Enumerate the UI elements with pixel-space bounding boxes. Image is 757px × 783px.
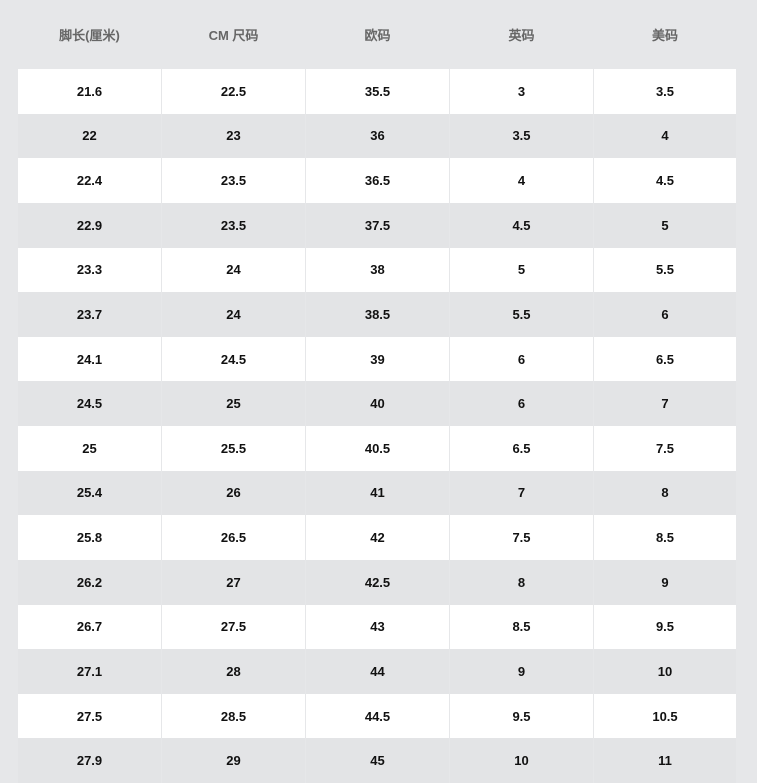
- table-cell: 8: [450, 559, 593, 605]
- table-cell: 36.5: [306, 158, 449, 203]
- table-cell: 4: [450, 158, 593, 203]
- table-cell: 6.5: [450, 426, 593, 471]
- table-cell: 22.5: [162, 69, 305, 114]
- table-cell: 4.5: [594, 158, 736, 203]
- table-cell: 6: [594, 292, 736, 337]
- header-cell: CM 尺码: [208, 27, 259, 43]
- table-cell: 5.5: [594, 247, 736, 293]
- table-cell: 8.5: [594, 515, 736, 560]
- table-cell: 27.5: [18, 693, 161, 739]
- table-cell: 28.5: [162, 693, 305, 739]
- table-cell: 9: [450, 649, 593, 694]
- table-cell: 23.5: [162, 158, 305, 203]
- table-cell: 23: [162, 113, 305, 159]
- table-cell: 45: [306, 738, 449, 783]
- table-cell: 23.3: [18, 247, 161, 293]
- table-cell: 27.1: [18, 649, 161, 694]
- header-cell: 美码: [651, 27, 678, 43]
- table-cell: 24.1: [18, 336, 161, 382]
- table-cell: 38.5: [306, 292, 449, 337]
- table-cell: 40: [306, 381, 449, 426]
- table-cell: 3: [450, 69, 593, 114]
- table-cell: 3.5: [594, 69, 736, 114]
- table-cell: 7: [450, 470, 593, 516]
- table-cell: 21.6: [18, 69, 161, 114]
- table-cell: 35.5: [306, 69, 449, 114]
- table-cell: 23.7: [18, 292, 161, 337]
- table-cell: 9.5: [594, 604, 736, 650]
- table-cell: 9.5: [450, 693, 593, 739]
- table-cell: 41: [306, 470, 449, 516]
- table-cell: 36: [306, 113, 449, 159]
- table-cell: 37.5: [306, 202, 449, 248]
- table-cell: 9: [594, 559, 736, 605]
- table-cell: 24: [162, 247, 305, 293]
- table-cell: 11: [594, 738, 736, 783]
- header-cell: 英码: [508, 27, 535, 43]
- table-cell: 7.5: [594, 426, 736, 471]
- table-cell: 4: [594, 113, 736, 159]
- table-cell: 42: [306, 515, 449, 560]
- table-cell: 28: [162, 649, 305, 694]
- table-cell: 6: [450, 381, 593, 426]
- table-cell: 6: [450, 336, 593, 382]
- table-cell: 40.5: [306, 426, 449, 471]
- table-cell: 38: [306, 247, 449, 293]
- table-cell: 8: [594, 470, 736, 516]
- table-cell: 25: [162, 381, 305, 426]
- table-cell: 24.5: [18, 381, 161, 426]
- table-cell: 23.5: [162, 202, 305, 248]
- table-cell: 26: [162, 470, 305, 516]
- table-cell: 7.5: [450, 515, 593, 560]
- table-cell: 10: [450, 738, 593, 783]
- table-cell: 42.5: [306, 559, 449, 605]
- table-cell: 24: [162, 292, 305, 337]
- table-cell: 29: [162, 738, 305, 783]
- table-cell: 26.5: [162, 515, 305, 560]
- table-cell: 27.9: [18, 738, 161, 783]
- table-cell: 7: [594, 381, 736, 426]
- table-cell: 10.5: [594, 693, 736, 739]
- table-cell: 6.5: [594, 336, 736, 382]
- table-cell: 26.7: [18, 604, 161, 650]
- table-cell: 4.5: [450, 202, 593, 248]
- table-cell: 27: [162, 559, 305, 605]
- table-cell: 43: [306, 604, 449, 650]
- table-cell: 27.5: [162, 604, 305, 650]
- header-cell: 脚长(厘米): [59, 27, 120, 43]
- table-cell: 24.5: [162, 336, 305, 382]
- table-cell: 5: [594, 202, 736, 248]
- table-cell: 25.8: [18, 515, 161, 560]
- table-cell: 26.2: [18, 559, 161, 605]
- table-cell: 10: [594, 649, 736, 694]
- table-cell: 8.5: [450, 604, 593, 650]
- table-cell: 39: [306, 336, 449, 382]
- table-cell: 25: [18, 426, 161, 471]
- table-cell: 3.5: [450, 113, 593, 159]
- table-cell: 22.9: [18, 202, 161, 248]
- table-cell: 25.4: [18, 470, 161, 516]
- table-cell: 44: [306, 649, 449, 694]
- table-cell: 22: [18, 113, 161, 159]
- table-cell: 5: [450, 247, 593, 293]
- table-cell: 22.4: [18, 158, 161, 203]
- table-cell: 5.5: [450, 292, 593, 337]
- table-cell: 44.5: [306, 693, 449, 739]
- header-cell: 欧码: [364, 27, 391, 43]
- table-cell: 25.5: [162, 426, 305, 471]
